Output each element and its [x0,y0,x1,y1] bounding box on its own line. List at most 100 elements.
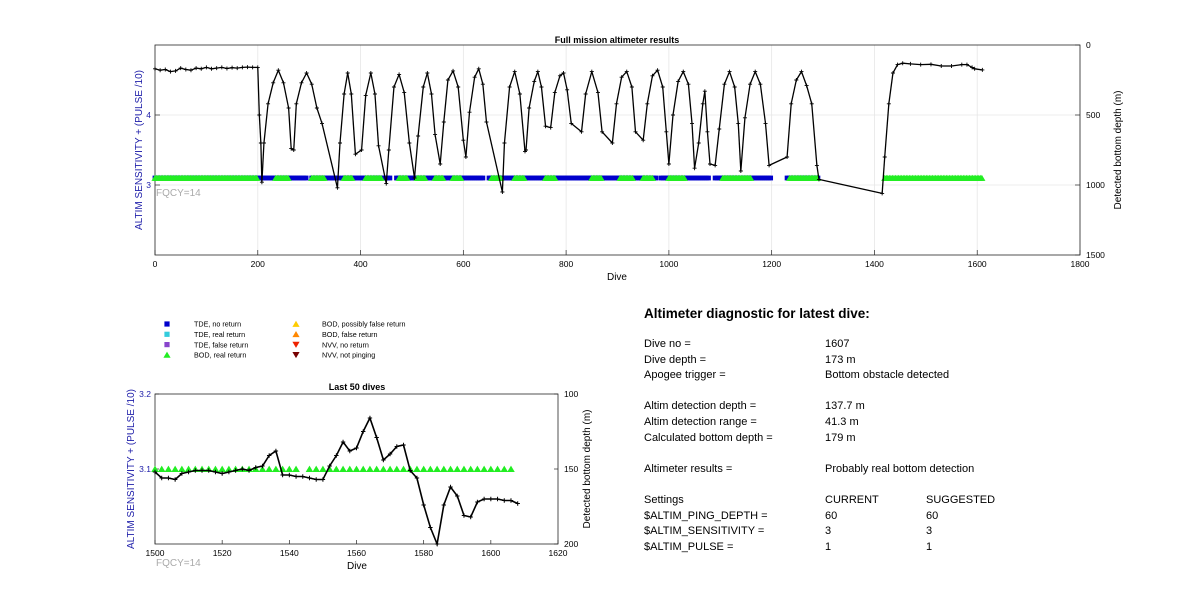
top-depth-segment [693,142,700,169]
top-depth-point [671,113,675,117]
bottom-x-tick-label: 1600 [481,548,500,558]
top-depth-point [641,138,646,143]
top-depth-point [502,141,507,145]
bottom-marker-bod-real-return [285,465,294,473]
top-depth-segment [615,77,623,104]
bottom-marker-bod-real-return [359,465,368,473]
top-depth-segment [884,103,890,158]
top-depth-segment [621,71,628,78]
top-x-tick-label: 200 [251,259,265,269]
top-depth-segment [672,81,679,116]
top-x-tick-label: 1800 [1071,259,1090,269]
top-depth-segment [800,71,808,86]
bottom-depth-point [152,469,158,475]
calc-bottom-value: 179 m [825,431,856,444]
top-depth-point [708,162,712,166]
bottom-marker-bod-real-return [453,465,462,473]
top-depth-point [500,190,505,194]
top-depth-point [895,62,900,67]
top-depth-point [178,66,183,71]
top-x-tick-label: 800 [559,259,573,269]
settings-row: $ALTIM_SENSITIVITY = 3 3 [644,524,1164,540]
bottom-depth-point [266,453,272,458]
top-marker-bod-real-return [551,174,559,181]
bottom-marker-bod-real-return [178,465,186,473]
top-depth-segment [525,107,530,151]
top-depth-point [713,163,718,168]
top-depth-segment [759,84,767,124]
top-depth-point [476,66,481,71]
diag-row-dive-depth: Dive depth = 173 m [644,353,1164,369]
top-depth-point [980,67,985,72]
settings-header-row: Settings CURRENT SUGGESTED [644,493,1164,509]
top-depth-point [245,65,250,70]
top-depth-segment [355,149,362,155]
top-depth-segment [508,71,516,88]
bottom-depth-point [475,499,480,505]
diag-row-results: Altimeter results = Probably real bottom… [644,462,1164,478]
top-depth-point [700,101,705,106]
bottom-depth-point [199,468,205,473]
bottom-depth-point [354,445,359,451]
bottom-y-tick-label-right: 150 [564,464,578,474]
bottom-marker-bod-real-return [184,465,193,473]
top-y-axis-label-right: Detected bottom depth (m) [1113,91,1124,210]
top-depth-segment [656,70,664,88]
top-depth-point [199,66,204,71]
top-depth-point [886,101,891,106]
bottom-depth-point [253,465,258,470]
top-depth-point [281,80,286,85]
top-depth-point [276,68,281,73]
top-depth-segment [403,92,411,144]
bottom-marker-bod-real-return [440,465,448,473]
top-depth-point [368,71,373,75]
top-depth-segment [631,86,637,132]
bottom-marker-bod-real-return [386,465,394,473]
altim-range-label: Altim detection range = [644,415,757,428]
bottom-x-tick-label: 1620 [549,548,568,558]
dive-no-value: 1607 [825,338,850,350]
top-depth-segment [482,84,488,123]
top-depth-segment [744,84,751,118]
bottom-marker-bod-real-return [151,465,159,473]
top-depth-segment [370,72,376,95]
top-depth-segment [385,149,390,184]
top-depth-segment [665,131,670,165]
top-depth-segment [626,71,633,88]
top-depth-segment [723,71,731,85]
bottom-marker-bod-real-return [339,465,347,473]
top-marker-bod-real-return [439,174,447,181]
top-depth-segment [277,69,285,84]
top-depth-point [732,85,737,89]
top-depth-point [686,82,691,87]
top-depth-segment [365,72,372,96]
top-depth-segment [478,68,484,85]
top-y-tick-label-right: 0 [1086,40,1091,50]
top-depth-point [816,177,821,182]
top-grid [154,45,1081,255]
altim-depth-label: Altim detection depth = [644,400,757,413]
diag-row-apogee: Apogee trigger = Bottom obstacle detecte… [644,368,1164,384]
top-depth-segment [408,142,416,179]
top-depth-point [804,83,809,88]
legend-marker-triangle [163,351,171,358]
top-depth-point [163,67,168,72]
top-depth-point [209,66,214,71]
bottom-x-tick-label: 1520 [213,548,232,558]
top-depth-segment [347,72,352,95]
top-depth-point [789,101,794,106]
top-depth-point [168,69,173,74]
top-depth-point [372,92,377,96]
top-depth-segment [261,142,265,183]
bottom-depth-point [381,457,386,463]
top-depth-segment [704,91,709,132]
bottom-marker-bod-real-return [272,465,280,473]
bottom-depth-point [287,472,292,478]
setting-name: $ALTIM_SENSITIVITY = [644,525,765,538]
bottom-depth-point [226,469,232,475]
top-depth-point [289,146,294,151]
bottom-depth-point [515,501,520,506]
top-depth-point [702,89,707,94]
top-depth-segment [892,64,899,74]
top-marker-tde-no-return [653,175,659,181]
